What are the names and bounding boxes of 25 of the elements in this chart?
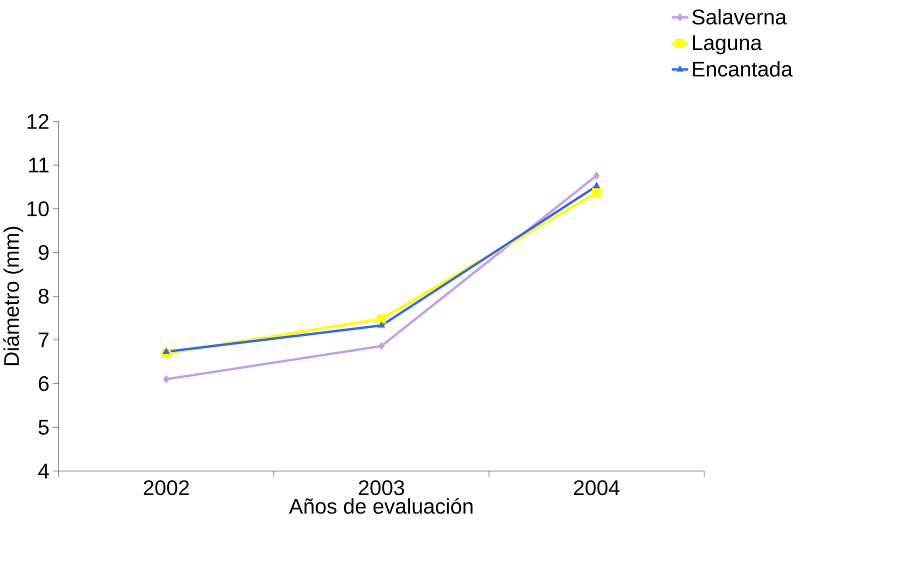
point xyxy=(163,374,170,384)
x-tick-label: 2004 xyxy=(574,480,620,495)
point xyxy=(592,188,602,197)
y-tick-label: 12 xyxy=(28,114,48,129)
point xyxy=(378,321,385,328)
y-tick-label: 7 xyxy=(38,332,48,347)
point xyxy=(376,314,386,324)
x-tick-label: 2002 xyxy=(144,480,189,495)
y-tick-label: 4 xyxy=(38,464,49,478)
y-tick-label: 11 xyxy=(29,158,49,172)
y-tick-label: 5 xyxy=(38,420,49,434)
x-tick-label: 2003 xyxy=(358,480,404,495)
legend-label: Laguna xyxy=(693,35,762,54)
y-axis-title: Diámetro (mm) xyxy=(3,226,24,365)
point xyxy=(593,171,600,180)
y-tick-label: 10 xyxy=(28,201,49,216)
y-tick-label: 8 xyxy=(38,288,49,304)
x-axis-title: Años de evaluación xyxy=(288,498,472,514)
point xyxy=(592,182,600,188)
y-tick-label: 9 xyxy=(38,244,49,260)
legend-label: Encantada xyxy=(693,60,793,76)
legend-label: Salaverna xyxy=(692,8,787,24)
y-tick-label: 6 xyxy=(38,376,49,391)
point xyxy=(162,347,170,354)
point xyxy=(378,342,385,350)
